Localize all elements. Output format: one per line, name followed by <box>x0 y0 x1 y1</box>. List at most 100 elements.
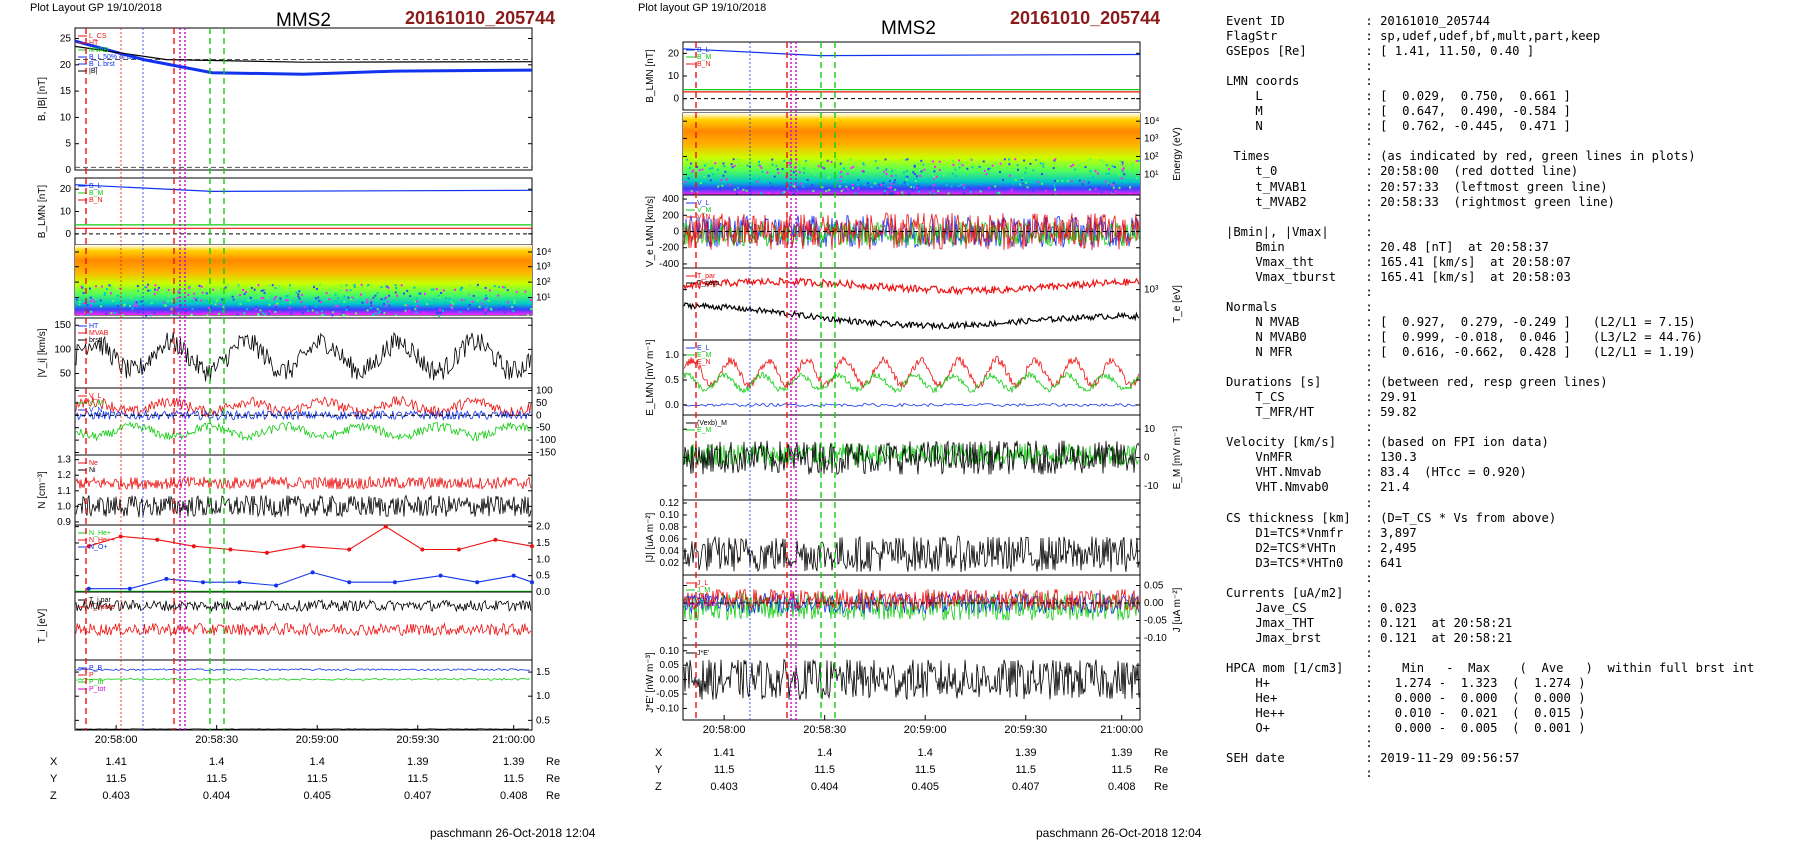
spectrogram-speckle <box>1097 172 1100 175</box>
spectrogram-speckle <box>1014 179 1017 182</box>
spectrogram-speckle <box>184 309 187 312</box>
spectrogram-speckle <box>888 180 891 183</box>
spectrogram-speckle <box>811 184 814 187</box>
y-tick-label: 10³ <box>536 262 551 273</box>
y-tick-label: 1.0 <box>57 501 71 512</box>
y-tick-label: 1.0 <box>665 350 679 361</box>
spectrogram-speckle <box>280 299 283 302</box>
spectrogram-speckle <box>1070 165 1073 168</box>
spectrogram-speckle <box>282 308 285 311</box>
info-line: : <box>1226 209 1373 224</box>
spectrogram-speckle <box>308 305 311 308</box>
spectrogram-speckle <box>320 301 323 304</box>
spectrogram-speckle <box>207 312 210 315</box>
spectrogram-speckle <box>933 177 936 180</box>
spectrogram-speckle <box>318 299 321 302</box>
spectrogram-speckle <box>78 303 81 306</box>
series-point <box>237 580 242 585</box>
spectrogram-speckle <box>301 312 304 315</box>
y-axis-label: N [cm⁻³] <box>37 471 48 509</box>
spectrogram-speckle <box>472 294 475 297</box>
spectrogram-speckle <box>760 167 763 170</box>
y-axis-label: B_LMN [nT] <box>37 185 48 239</box>
spectrogram-speckle <box>145 286 148 289</box>
y-tick-label: 0.5 <box>536 571 550 582</box>
spectrogram-speckle <box>771 158 774 161</box>
info-line: VHT.Nmvab0 : 21.4 <box>1226 480 1410 495</box>
spectrogram-speckle <box>89 304 92 307</box>
spectrogram-speckle <box>340 284 343 287</box>
spectrogram-speckle <box>929 191 932 194</box>
spectrogram-speckle <box>1021 182 1024 185</box>
spectrogram-speckle <box>691 170 694 173</box>
y-tick-label: 100 <box>536 385 553 396</box>
spectrogram-speckle <box>343 314 346 317</box>
spectrogram-speckle <box>745 189 748 192</box>
spectrogram-speckle <box>144 286 147 289</box>
info-line: CS thickness [km] : (D=T_CS * Vs from ab… <box>1226 510 1557 525</box>
y-tick-label: -50 <box>536 423 551 434</box>
x-tick-label: 20:58:30 <box>195 734 238 746</box>
spectrogram-speckle <box>817 165 820 168</box>
coord-value: 1.39 <box>1015 747 1036 759</box>
info-line: HPCA mom [1/cm3] : Min - Max ( Ave ) wit… <box>1226 661 1755 676</box>
spectrogram-speckle <box>380 298 383 301</box>
spectrogram-speckle <box>221 310 224 313</box>
spectrogram-speckle <box>781 168 784 171</box>
legend-entry: B_N <box>697 61 711 68</box>
coord-value: 11.5 <box>714 764 735 776</box>
info-line: He+ : 0.000 - 0.000 ( 0.000 ) <box>1226 691 1586 706</box>
spectrogram-speckle <box>170 300 173 303</box>
spectrogram-speckle <box>134 301 137 304</box>
spectrogram-speckle <box>835 158 838 161</box>
spectrogram-speckle <box>850 167 853 170</box>
mid-panel-6: 10 0 -10 E_M [mV m⁻¹] (Vexb)_ME_M <box>682 414 1183 501</box>
spectrogram-speckle <box>876 167 879 170</box>
panel-frame <box>682 267 1141 341</box>
spectrogram-speckle <box>451 307 454 310</box>
spectrogram-speckle <box>481 302 484 305</box>
spectrogram-speckle <box>255 308 258 311</box>
legend-entry: B_L <box>697 47 710 54</box>
spectrogram-speckle <box>906 175 909 178</box>
y-tick-label: 100 <box>54 344 71 355</box>
y-tick-label: 15 <box>60 86 72 97</box>
spectrogram-speckle <box>413 304 416 307</box>
spectrogram-speckle <box>742 188 745 191</box>
info-line: : <box>1226 134 1373 149</box>
spectrogram-speckle <box>512 309 515 312</box>
spectrogram-speckle <box>485 306 488 309</box>
y-axis-label: T_i [eV] <box>37 609 48 644</box>
spectrogram-speckle <box>709 179 712 182</box>
x-tick-label: 20:58:00 <box>703 724 746 736</box>
spectrogram-speckle <box>274 306 277 309</box>
spectrogram-speckle <box>785 176 788 179</box>
spectrogram-speckle <box>261 297 264 300</box>
spectrogram-speckle <box>178 289 181 292</box>
spectrogram-speckle <box>961 164 964 167</box>
spectrogram-speckle <box>839 180 842 183</box>
spectrogram-speckle <box>121 314 124 317</box>
spectrogram-speckle <box>903 171 906 174</box>
spectrogram-speckle <box>268 284 271 287</box>
spectrogram-speckle <box>353 286 356 289</box>
spectrogram-fill <box>75 245 532 315</box>
spectrogram-speckle <box>366 309 369 312</box>
info-line: D2=TCS*VHTn : 2,495 <box>1226 540 1417 555</box>
spectrogram-speckle <box>190 308 193 311</box>
spectrogram-speckle <box>117 305 120 308</box>
spectrogram-speckle <box>1045 189 1048 192</box>
series-line <box>683 371 1140 394</box>
info-line: Velocity [km/s] : (based on FPI ion data… <box>1226 435 1549 450</box>
spectrogram-speckle <box>998 171 1001 174</box>
series-line <box>75 395 532 419</box>
panel-frame <box>74 524 533 593</box>
spectrogram-speckle <box>1010 190 1013 193</box>
series-line <box>75 494 532 518</box>
y-tick-label: 25 <box>60 34 72 45</box>
spectrogram-speckle <box>454 288 457 291</box>
legend-entry: T_par <box>697 273 716 280</box>
spectrogram-speckle <box>243 293 246 296</box>
spectrogram-speckle <box>315 288 318 291</box>
spectrogram-speckle <box>413 300 416 303</box>
